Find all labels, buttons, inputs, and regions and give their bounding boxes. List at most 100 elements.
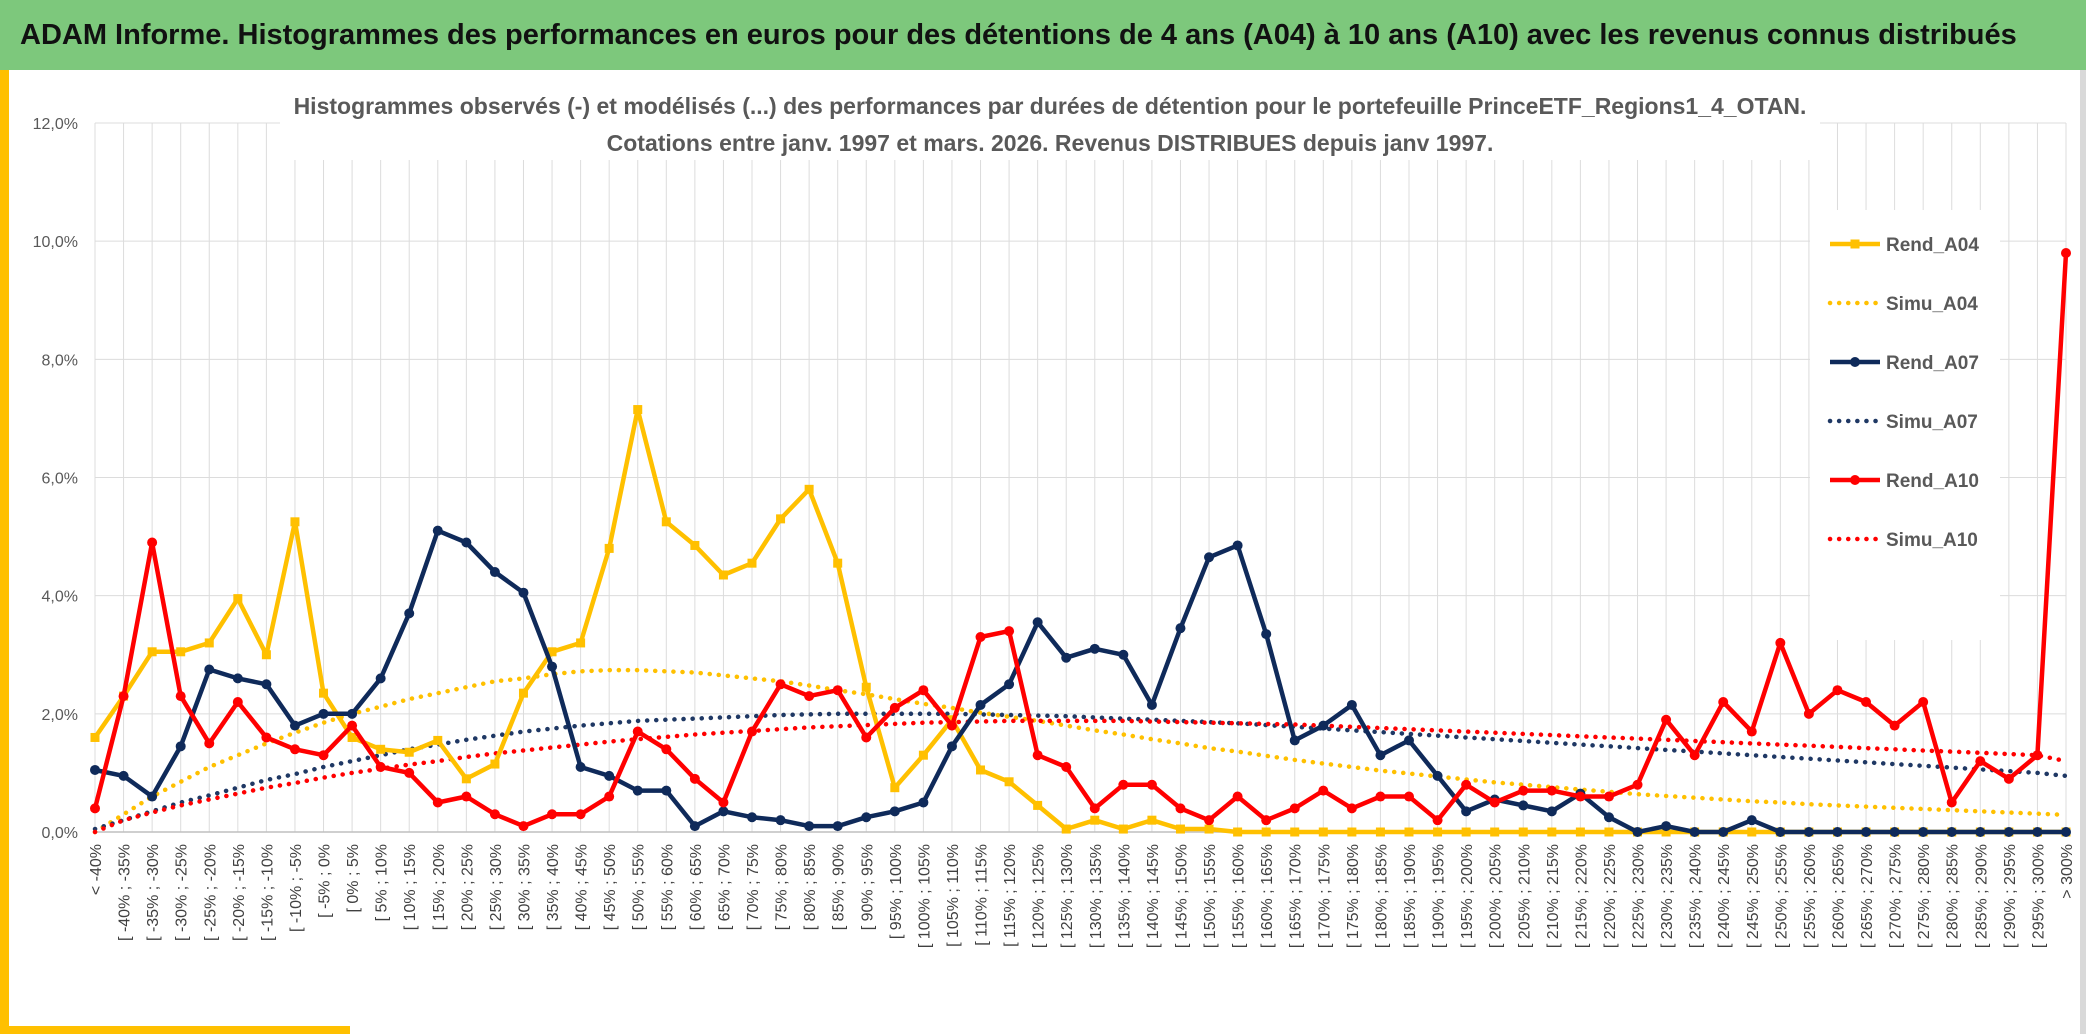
series-Rend_A04 — [90, 405, 2071, 837]
data-point — [347, 720, 358, 731]
data-point — [1546, 785, 1557, 796]
data-point — [575, 809, 586, 820]
title-background — [280, 84, 1820, 160]
data-point — [490, 759, 500, 769]
data-point — [404, 767, 415, 778]
data-point — [1861, 697, 1872, 708]
data-point — [1261, 815, 1272, 826]
series-Rend_A10 — [90, 247, 2071, 832]
data-point — [718, 570, 728, 580]
data-point — [804, 691, 815, 702]
data-point — [1975, 827, 1986, 837]
x-tick-label: [ 150% ; 155% — [1202, 844, 1219, 948]
data-point — [1261, 629, 1272, 640]
data-point — [661, 785, 672, 796]
x-tick-label: [ 165% ; 170% — [1288, 844, 1305, 948]
data-point — [1175, 623, 1186, 634]
data-point — [1089, 643, 1100, 654]
x-tick-label: [ -5% ; 0% — [317, 844, 334, 918]
data-point — [518, 821, 529, 832]
data-point — [518, 587, 529, 598]
data-point — [1146, 779, 1157, 790]
x-tick-label: [ 25% ; 30% — [488, 844, 505, 930]
legend-label: Rend_A07 — [1886, 353, 1979, 374]
data-point — [204, 638, 214, 648]
x-tick-label: [ -30% ; -25% — [174, 844, 191, 941]
x-tick-label: [ 215% ; 220% — [1573, 844, 1590, 948]
data-point — [1118, 649, 1129, 660]
x-tick-label: [ 125% ; 130% — [1059, 844, 1076, 948]
x-tick-label: [ 60% ; 65% — [688, 844, 705, 930]
y-tick-label: 10,0% — [33, 234, 78, 251]
data-point — [1889, 720, 1900, 731]
data-point — [432, 525, 443, 536]
data-point — [1803, 827, 1814, 837]
data-point — [890, 783, 900, 793]
legend-item: Rend_A10 — [1830, 471, 1979, 492]
data-point — [1489, 797, 1500, 808]
data-point — [718, 797, 729, 808]
series-Rend_A07 — [90, 525, 2071, 837]
data-point — [975, 632, 986, 643]
data-point — [1061, 824, 1071, 834]
data-point — [1089, 803, 1100, 814]
x-tick-label: [ 210% ; 215% — [1545, 844, 1562, 948]
data-point — [547, 661, 558, 672]
data-point — [832, 821, 843, 832]
data-point — [261, 650, 271, 660]
data-point — [689, 773, 700, 784]
data-point — [1746, 815, 1757, 826]
data-point — [347, 708, 358, 719]
chart-gridlines — [94, 122, 2067, 833]
legend-label: Simu_A10 — [1886, 530, 1978, 551]
data-point — [318, 750, 329, 761]
data-point — [861, 732, 872, 743]
data-point — [461, 537, 472, 548]
data-point — [1918, 827, 1929, 837]
data-point — [1318, 827, 1328, 837]
data-point — [1546, 806, 1557, 817]
data-point — [147, 537, 158, 548]
x-tick-label: [ 275% ; 280% — [1916, 844, 1933, 948]
data-point — [1832, 827, 1843, 837]
data-point — [1175, 803, 1186, 814]
data-point — [747, 726, 757, 737]
data-point — [1775, 827, 1786, 837]
data-point — [433, 735, 443, 745]
x-tick-label: > 300% — [2059, 844, 2076, 899]
legend-marker — [1850, 475, 1860, 485]
x-tick-label: [ 225% ; 230% — [1631, 844, 1648, 948]
legend-background — [1810, 210, 2000, 640]
data-point — [889, 702, 900, 713]
data-point — [1375, 791, 1386, 802]
x-tick-label: [ 105% ; 110% — [945, 844, 962, 947]
data-point — [1747, 827, 1757, 837]
data-point — [2061, 247, 2071, 258]
data-point — [1146, 699, 1157, 710]
banner-title: ADAM Informe. Histogrammes des performan… — [20, 18, 2017, 51]
data-point — [1118, 779, 1129, 790]
data-point — [1061, 762, 1072, 773]
data-point — [1746, 726, 1757, 737]
data-point — [718, 806, 729, 817]
x-tick-label: [ 175% ; 180% — [1345, 844, 1362, 948]
series-line — [93, 407, 2066, 835]
data-point — [1004, 626, 1015, 637]
data-point — [461, 774, 471, 784]
data-point — [1461, 779, 1472, 790]
data-point — [1147, 815, 1157, 825]
data-point — [1661, 714, 1672, 725]
data-point — [1803, 708, 1814, 719]
x-tick-label: [ 260% ; 265% — [1830, 844, 1847, 948]
x-tick-label: [ 40% ; 45% — [574, 844, 591, 930]
data-point — [1547, 827, 1557, 837]
data-point — [1661, 827, 1671, 837]
data-point — [1861, 827, 1872, 837]
data-point — [347, 732, 357, 742]
data-point — [1404, 791, 1414, 802]
x-tick-label: [ 110% ; 115% — [974, 844, 991, 946]
data-point — [1832, 685, 1843, 696]
data-point — [1975, 756, 1986, 767]
x-tick-label: [ 45% ; 50% — [602, 844, 619, 930]
data-point — [1718, 827, 1729, 837]
